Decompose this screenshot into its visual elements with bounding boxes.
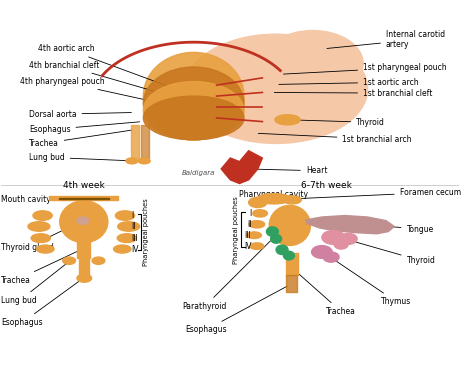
Ellipse shape: [250, 243, 264, 250]
Polygon shape: [221, 151, 263, 184]
Ellipse shape: [33, 211, 52, 220]
Ellipse shape: [256, 194, 291, 204]
Ellipse shape: [28, 222, 50, 231]
Ellipse shape: [138, 158, 150, 164]
Text: Lung bud: Lung bud: [29, 153, 131, 162]
Ellipse shape: [126, 158, 138, 164]
Ellipse shape: [143, 81, 244, 140]
Ellipse shape: [263, 30, 363, 96]
Ellipse shape: [114, 245, 131, 253]
Text: Pharyngeal pouches: Pharyngeal pouches: [234, 196, 239, 264]
Ellipse shape: [249, 221, 264, 228]
Text: Esophagus: Esophagus: [29, 122, 140, 134]
Text: Trachea: Trachea: [1, 250, 81, 284]
Text: 4th branchial cleft: 4th branchial cleft: [29, 61, 166, 95]
Ellipse shape: [322, 230, 345, 244]
Ellipse shape: [77, 274, 91, 282]
Circle shape: [271, 235, 282, 243]
Ellipse shape: [249, 197, 267, 208]
Text: 1st branchial arch: 1st branchial arch: [258, 133, 412, 143]
Text: II: II: [131, 222, 136, 231]
Ellipse shape: [60, 201, 108, 243]
Circle shape: [276, 245, 288, 255]
Ellipse shape: [311, 246, 332, 258]
Text: Thyroid gland: Thyroid gland: [1, 222, 81, 252]
Text: I: I: [249, 209, 251, 218]
Text: Mouth cavity: Mouth cavity: [1, 195, 81, 204]
Text: IV: IV: [244, 241, 251, 251]
Ellipse shape: [143, 67, 244, 140]
Text: III: III: [245, 231, 251, 240]
Text: IV: IV: [131, 244, 139, 254]
Text: I: I: [131, 211, 134, 220]
Ellipse shape: [269, 206, 310, 246]
Text: Esophagus: Esophagus: [185, 286, 287, 334]
Text: 4th aortic arch: 4th aortic arch: [38, 44, 171, 87]
Ellipse shape: [247, 232, 262, 239]
Circle shape: [283, 251, 294, 260]
Ellipse shape: [77, 217, 89, 224]
Text: Pharyngeal cavity: Pharyngeal cavity: [239, 190, 308, 199]
Text: Thyroid: Thyroid: [290, 118, 385, 127]
Ellipse shape: [63, 257, 75, 264]
Ellipse shape: [184, 34, 368, 143]
Text: II: II: [247, 220, 251, 229]
Text: Tongue: Tongue: [391, 225, 434, 233]
Text: Thymus: Thymus: [329, 256, 411, 306]
Text: Pharyngeal pouches: Pharyngeal pouches: [143, 199, 149, 266]
Ellipse shape: [283, 196, 301, 204]
Text: Internal carotid
artery: Internal carotid artery: [327, 30, 445, 49]
Text: 6-7th week: 6-7th week: [301, 181, 352, 190]
Ellipse shape: [92, 257, 105, 264]
Text: Trachea: Trachea: [294, 270, 356, 316]
Ellipse shape: [143, 52, 244, 140]
Ellipse shape: [115, 211, 135, 220]
Ellipse shape: [36, 245, 54, 253]
Text: 4th pharyngeal pouch: 4th pharyngeal pouch: [20, 77, 159, 103]
Text: Baldigara: Baldigara: [182, 171, 215, 177]
Text: Trachea: Trachea: [29, 130, 132, 148]
Ellipse shape: [340, 233, 357, 244]
Circle shape: [266, 227, 278, 236]
Text: 1st branchial cleft: 1st branchial cleft: [274, 89, 432, 98]
Polygon shape: [306, 215, 394, 234]
Ellipse shape: [117, 234, 137, 243]
Ellipse shape: [323, 252, 339, 262]
Text: Heart: Heart: [249, 166, 328, 175]
Text: 4th week: 4th week: [63, 181, 105, 190]
Text: III: III: [131, 234, 138, 243]
Text: 1st pharyngeal pouch: 1st pharyngeal pouch: [283, 63, 447, 74]
Ellipse shape: [253, 210, 267, 217]
Text: Parathyroid: Parathyroid: [182, 241, 271, 311]
Text: Lung bud: Lung bud: [1, 262, 68, 305]
Ellipse shape: [118, 222, 140, 231]
Ellipse shape: [275, 115, 300, 125]
Text: Foramen cecum: Foramen cecum: [296, 188, 461, 199]
Ellipse shape: [31, 234, 50, 243]
Text: Thyroid: Thyroid: [351, 241, 436, 265]
Text: Esophagus: Esophagus: [1, 279, 82, 327]
Text: Dorsal aorta: Dorsal aorta: [29, 110, 131, 119]
Ellipse shape: [334, 240, 348, 249]
Ellipse shape: [143, 96, 244, 140]
Text: 1st aortic arch: 1st aortic arch: [279, 78, 419, 87]
